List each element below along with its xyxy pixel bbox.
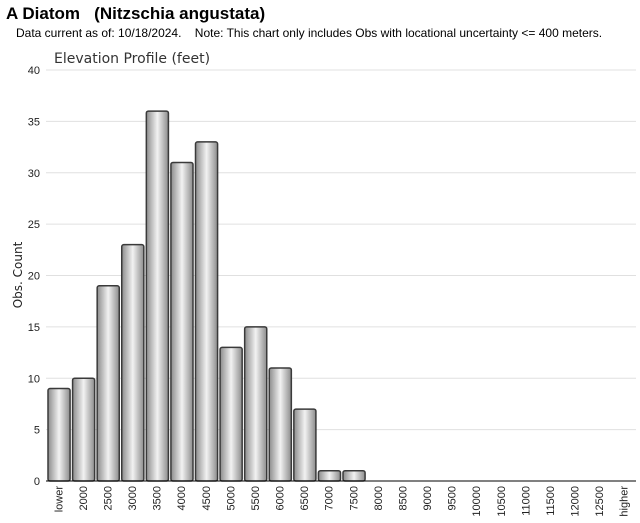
y-tick-label: 10 xyxy=(28,373,40,385)
y-tick-label: 25 xyxy=(28,219,40,231)
x-tick-label: higher xyxy=(619,486,631,517)
x-tick-label: 4500 xyxy=(201,486,213,510)
y-tick-label: 30 xyxy=(28,168,40,180)
bar-7500 xyxy=(342,469,366,482)
x-tick-label: 7500 xyxy=(348,486,360,510)
bars xyxy=(47,110,366,482)
y-tick-label: 20 xyxy=(28,271,40,283)
bar-5500 xyxy=(243,326,268,482)
x-tick-label: 6500 xyxy=(299,486,311,510)
x-tick-label: 9500 xyxy=(447,486,459,510)
x-tick-label: 2000 xyxy=(78,486,90,510)
bar-7000 xyxy=(317,469,342,482)
x-tick-label: 10500 xyxy=(496,486,508,517)
bar-5000 xyxy=(219,346,243,482)
x-tick-label: 11500 xyxy=(545,486,557,516)
y-tick-label: 5 xyxy=(34,425,40,437)
x-tick-label: 5000 xyxy=(225,486,237,510)
x-tick-label: 10000 xyxy=(471,486,483,517)
x-tick-label: 12000 xyxy=(570,486,582,517)
x-tick-label: 8500 xyxy=(397,486,409,510)
x-tick-label: 12500 xyxy=(594,486,606,517)
x-tick-label: 5500 xyxy=(250,486,262,510)
x-tick-labels: lower 2000 2500 3000 3500 4000 4500 5000 5500 600… xyxy=(53,486,630,517)
bar-3000 xyxy=(121,243,145,482)
y-tick-labels: 0 5 10 15 20 25 30 35 40 xyxy=(28,65,40,488)
page-subtitle: Data current as of: 10/18/2024. Note: Th… xyxy=(16,26,603,40)
x-tick-label: 6000 xyxy=(275,486,287,510)
page-title: A Diatom (Nitzschia angustata) xyxy=(6,4,266,23)
bar-2500 xyxy=(96,285,120,482)
bar-4000 xyxy=(170,161,194,482)
y-tick-label: 40 xyxy=(28,65,40,77)
bar-6500 xyxy=(293,408,317,482)
y-axis-title: Obs. Count xyxy=(11,241,25,308)
bar-lower xyxy=(47,387,71,482)
x-tick-label: 2500 xyxy=(102,486,114,510)
x-tick-label: 3000 xyxy=(127,486,139,510)
x-tick-label: lower xyxy=(53,486,65,513)
y-tick-label: 35 xyxy=(28,116,40,128)
bar-6000 xyxy=(268,367,293,482)
x-tick-label: 9000 xyxy=(422,486,434,510)
bar-4500 xyxy=(194,141,219,482)
x-tick-label: 8000 xyxy=(373,486,385,510)
x-tick-label: 3500 xyxy=(152,486,164,510)
bar-3500 xyxy=(145,110,170,482)
y-tick-label: 15 xyxy=(28,322,40,334)
x-tick-label: 11000 xyxy=(520,486,532,516)
y-tick-label: 0 xyxy=(34,476,40,488)
chart-title: Elevation Profile (feet) xyxy=(54,51,210,67)
x-tick-label: 4000 xyxy=(176,486,188,510)
x-tick-label: 7000 xyxy=(324,486,336,510)
bar-2000 xyxy=(71,377,96,482)
